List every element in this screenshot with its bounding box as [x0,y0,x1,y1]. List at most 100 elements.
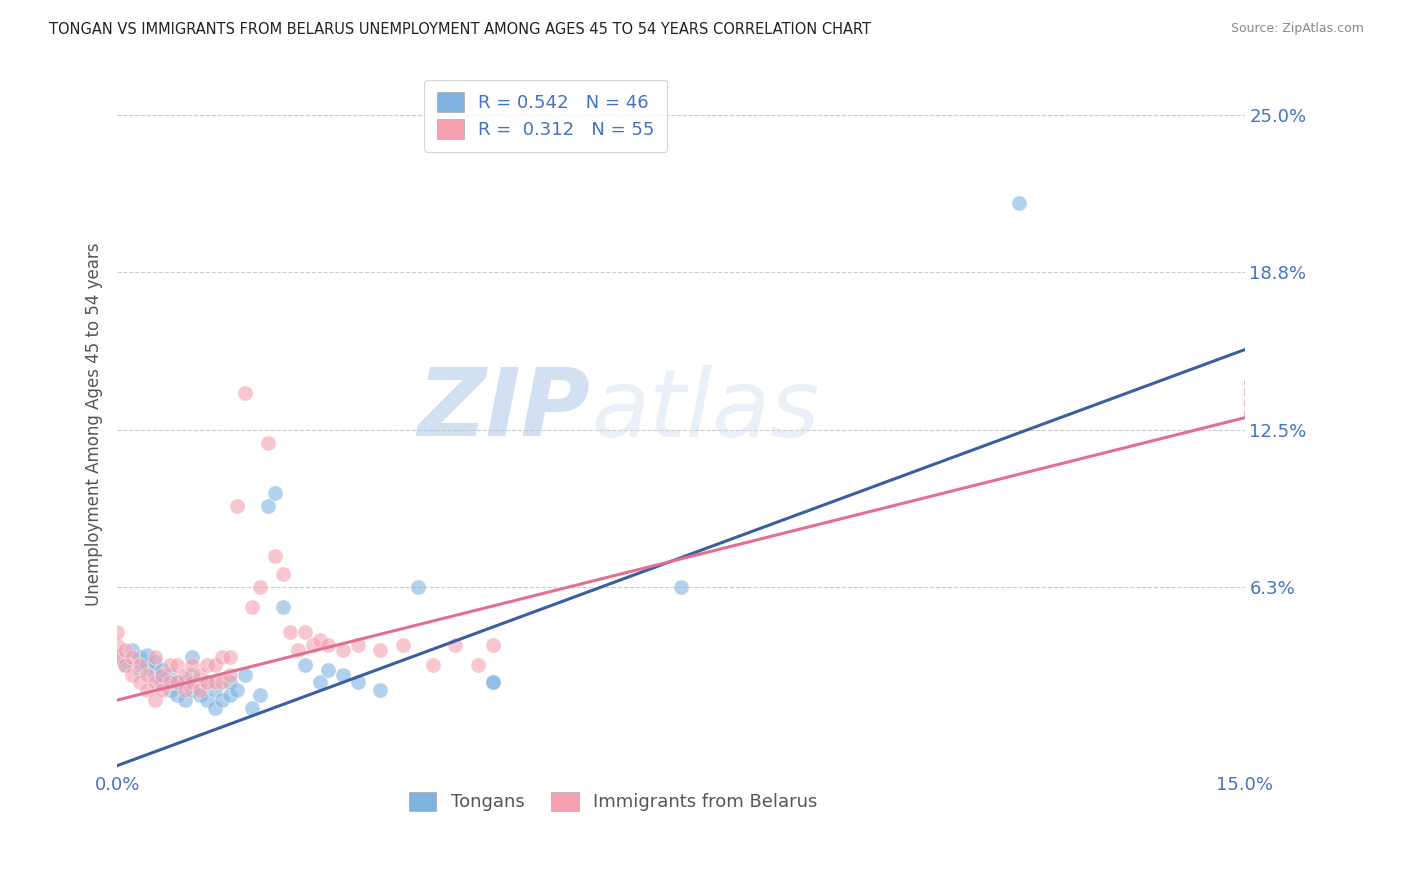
Point [166,688,188,702]
Point [368,683,391,698]
Point [166,675,188,690]
Point [150,675,173,690]
Point [136,648,159,662]
Point [316,638,339,652]
Point [219,668,242,682]
Point [188,668,211,682]
Point [159,668,181,682]
Point [271,599,294,614]
Point [256,436,278,450]
Point [159,657,181,672]
Point [159,675,181,690]
Point [316,663,339,677]
Point [271,567,294,582]
Point [332,642,354,657]
Point [444,638,467,652]
Point [301,638,323,652]
Point [114,657,136,672]
Text: Source: ZipAtlas.com: Source: ZipAtlas.com [1230,22,1364,36]
Point [406,580,429,594]
Text: ZIP: ZIP [418,364,591,456]
Point [233,668,256,682]
Point [219,650,242,665]
Point [233,385,256,400]
Point [219,688,242,702]
Point [173,693,195,707]
Point [195,693,218,707]
Point [173,683,195,698]
Point [482,675,505,690]
Point [114,642,136,657]
Point [159,683,181,698]
Point [166,657,188,672]
Point [105,638,128,652]
Point [136,657,159,672]
Point [219,675,242,690]
Point [669,580,692,594]
Point [195,675,218,690]
Legend: Tongans, Immigrants from Belarus: Tongans, Immigrants from Belarus [396,779,830,824]
Point [467,657,489,672]
Point [181,657,204,672]
Point [1008,196,1031,211]
Point [278,625,301,640]
Point [136,668,159,682]
Point [204,700,226,714]
Point [346,675,368,690]
Point [121,642,143,657]
Point [264,486,287,500]
Point [482,675,505,690]
Point [204,657,226,672]
Y-axis label: Unemployment Among Ages 45 to 54 years: Unemployment Among Ages 45 to 54 years [86,243,103,606]
Point [128,650,150,665]
Point [226,499,249,513]
Point [121,668,143,682]
Point [128,657,150,672]
Point [143,693,166,707]
Point [173,668,195,682]
Point [287,642,309,657]
Point [143,668,166,682]
Point [181,675,204,690]
Point [294,657,316,672]
Point [105,625,128,640]
Point [128,663,150,677]
Point [195,675,218,690]
Point [105,650,128,665]
Point [188,683,211,698]
Point [166,675,188,690]
Point [204,675,226,690]
Point [181,668,204,682]
Point [181,650,204,665]
Point [143,655,166,669]
Point [128,675,150,690]
Point [195,657,218,672]
Point [226,683,249,698]
Point [204,683,226,698]
Point [391,638,413,652]
Point [309,675,332,690]
Point [188,688,211,702]
Point [368,642,391,657]
Point [422,657,444,672]
Point [150,683,173,698]
Point [242,599,264,614]
Point [150,663,173,677]
Point [105,650,128,665]
Point [181,683,204,698]
Text: atlas: atlas [591,365,818,456]
Point [264,549,287,564]
Point [256,499,278,513]
Point [136,683,159,698]
Point [249,688,271,702]
Point [150,668,173,682]
Point [173,675,195,690]
Point [249,580,271,594]
Point [143,675,166,690]
Point [211,650,233,665]
Point [309,632,332,647]
Point [211,675,233,690]
Point [211,693,233,707]
Point [346,638,368,652]
Point [482,638,505,652]
